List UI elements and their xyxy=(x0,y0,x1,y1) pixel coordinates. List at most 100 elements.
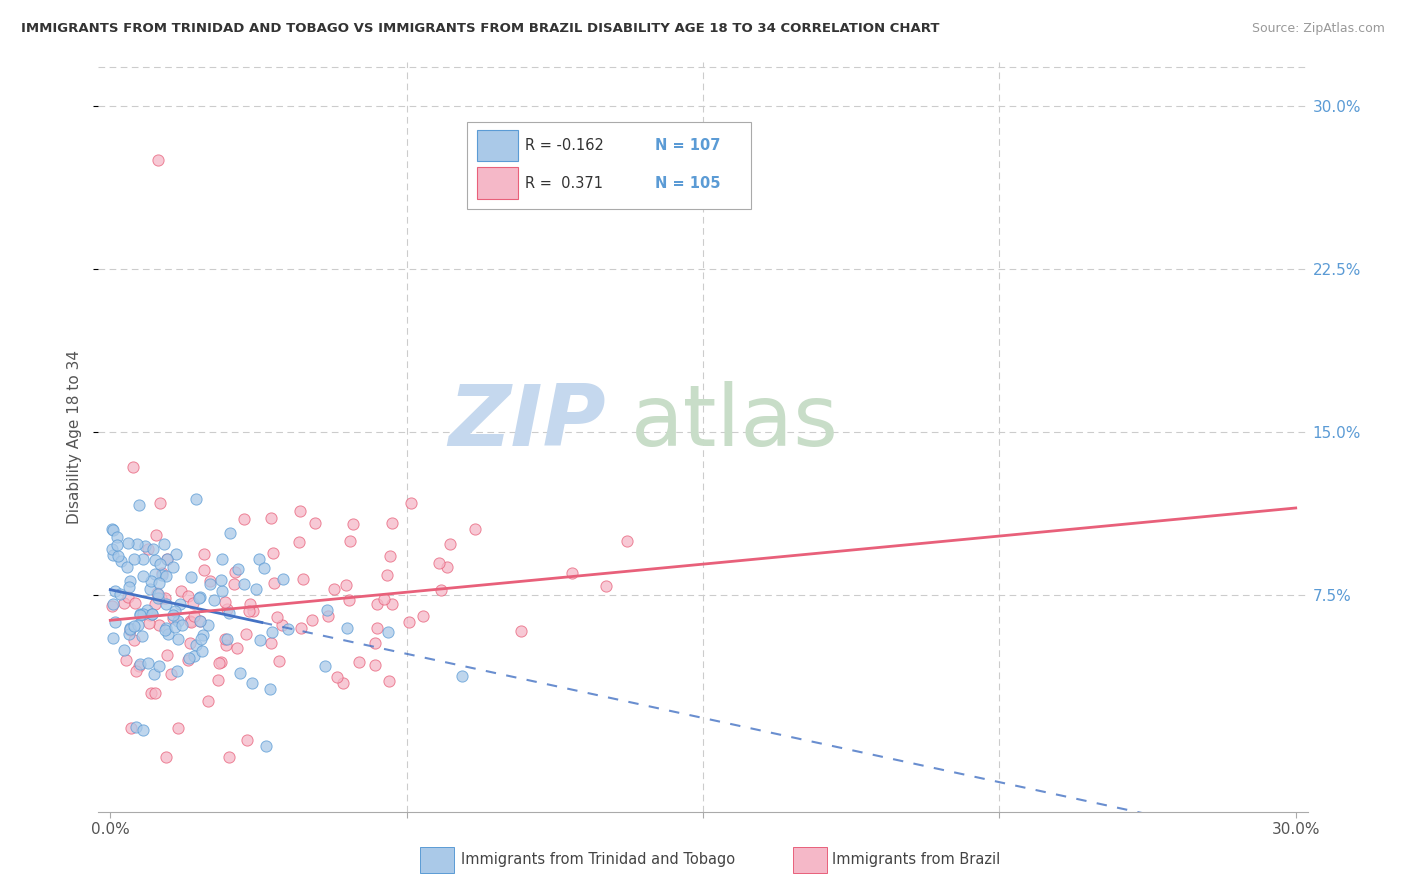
Point xyxy=(156,551,179,566)
Point xyxy=(118,574,141,588)
Point xyxy=(215,639,238,653)
Text: R =  0.371: R = 0.371 xyxy=(526,176,603,191)
Point xyxy=(288,534,311,549)
Point xyxy=(132,607,155,622)
Point xyxy=(439,536,461,550)
Point xyxy=(316,609,339,624)
Point xyxy=(141,607,163,621)
Point xyxy=(375,568,398,582)
Point xyxy=(148,659,170,673)
Point xyxy=(127,537,149,551)
Point xyxy=(166,664,188,678)
Point xyxy=(153,623,176,637)
Point xyxy=(180,615,202,629)
Point xyxy=(218,526,240,541)
Point xyxy=(165,547,187,561)
Point xyxy=(131,629,153,643)
Point xyxy=(373,591,395,606)
Point xyxy=(163,604,186,618)
Point xyxy=(112,643,135,657)
Point xyxy=(380,549,402,563)
Point xyxy=(124,633,146,648)
FancyBboxPatch shape xyxy=(477,130,517,161)
Point xyxy=(120,624,142,638)
Point xyxy=(172,618,194,632)
Point xyxy=(235,627,257,641)
Point xyxy=(232,576,254,591)
Point xyxy=(115,560,138,574)
Point xyxy=(177,653,200,667)
Point xyxy=(132,551,155,566)
Point xyxy=(180,570,202,584)
Point xyxy=(190,632,212,646)
Point xyxy=(211,584,233,599)
Point xyxy=(155,750,177,764)
Point xyxy=(217,632,239,647)
Point xyxy=(115,653,138,667)
Point xyxy=(136,603,159,617)
Point xyxy=(247,552,270,566)
Point xyxy=(136,656,159,670)
Point xyxy=(240,676,263,690)
Point xyxy=(225,640,247,655)
Point xyxy=(103,597,125,611)
Point xyxy=(101,548,124,562)
Point xyxy=(260,511,283,525)
Text: atlas: atlas xyxy=(630,381,838,464)
Text: N = 105: N = 105 xyxy=(655,176,720,191)
Point xyxy=(122,460,145,475)
Point xyxy=(364,658,387,673)
Point xyxy=(143,553,166,567)
Point xyxy=(105,529,128,543)
Point xyxy=(153,537,176,551)
Point xyxy=(332,676,354,690)
Point xyxy=(238,604,260,618)
Point xyxy=(142,541,165,556)
Point xyxy=(429,582,451,597)
Point xyxy=(166,614,188,628)
Point xyxy=(104,615,127,629)
Point xyxy=(143,686,166,700)
Point xyxy=(149,557,172,571)
Point xyxy=(120,721,142,735)
Point xyxy=(148,153,170,168)
Point xyxy=(139,574,162,588)
Point xyxy=(167,632,190,647)
Point xyxy=(146,585,169,599)
Point xyxy=(595,578,617,592)
Point xyxy=(143,598,166,612)
Point xyxy=(125,664,148,678)
Point xyxy=(162,608,184,623)
Point xyxy=(207,673,229,687)
Point xyxy=(169,597,191,611)
Point xyxy=(141,607,163,622)
Point xyxy=(224,565,246,579)
Point xyxy=(249,633,271,648)
Point xyxy=(190,590,212,604)
Point xyxy=(191,644,214,658)
Point xyxy=(197,617,219,632)
Point xyxy=(163,620,186,634)
Point xyxy=(187,591,209,605)
Point xyxy=(269,654,291,668)
Point xyxy=(254,739,277,754)
Point xyxy=(128,658,150,673)
Point xyxy=(399,496,422,510)
Point xyxy=(259,682,281,697)
Point xyxy=(143,667,166,681)
Text: R = -0.162: R = -0.162 xyxy=(526,138,605,153)
Point xyxy=(179,615,201,629)
Point xyxy=(152,568,174,582)
Point xyxy=(218,606,240,620)
Point xyxy=(155,621,177,635)
Point xyxy=(378,673,401,688)
Point xyxy=(155,591,177,606)
Point xyxy=(162,560,184,574)
Point xyxy=(149,496,172,510)
Point xyxy=(128,498,150,512)
Point xyxy=(236,733,259,747)
Point xyxy=(271,572,294,586)
Point xyxy=(202,593,225,607)
Point xyxy=(129,657,152,672)
Point xyxy=(339,533,361,548)
